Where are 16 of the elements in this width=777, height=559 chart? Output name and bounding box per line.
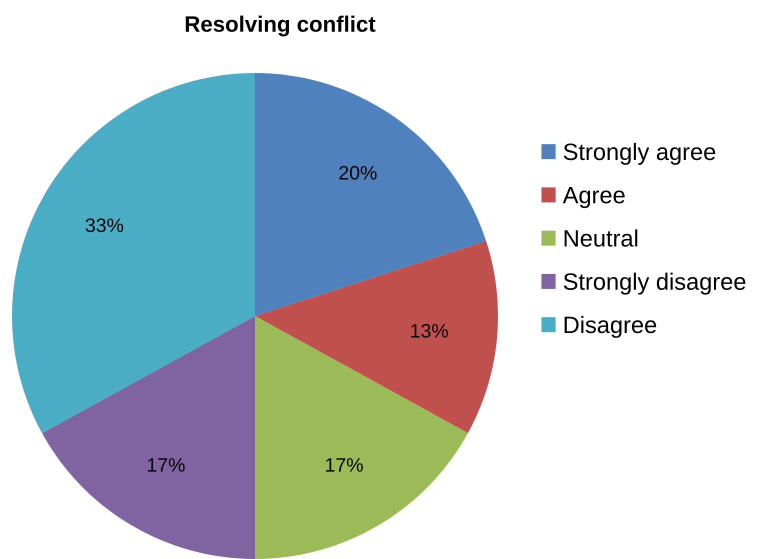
- chart-title: Resolving conflict: [186, 16, 376, 36]
- data-label: 17%: [326, 458, 363, 472]
- pie-slice: [12, 73, 255, 434]
- legend-label: Agree: [562, 186, 625, 208]
- data-label: 33%: [86, 218, 124, 232]
- pie-slice: [255, 240, 498, 434]
- pie-slice: [42, 316, 255, 559]
- pie-slice: [255, 316, 468, 559]
- legend-label: Strongly agree: [564, 142, 716, 165]
- legend-label: Neutral: [564, 229, 638, 247]
- data-label: 17%: [148, 458, 185, 472]
- legend-label: Disagree: [564, 316, 656, 338]
- legend-label: Strongly disagree: [564, 272, 746, 295]
- data-label: 13%: [411, 324, 448, 338]
- data-label: 20%: [339, 166, 377, 180]
- pie-slice: [255, 73, 486, 316]
